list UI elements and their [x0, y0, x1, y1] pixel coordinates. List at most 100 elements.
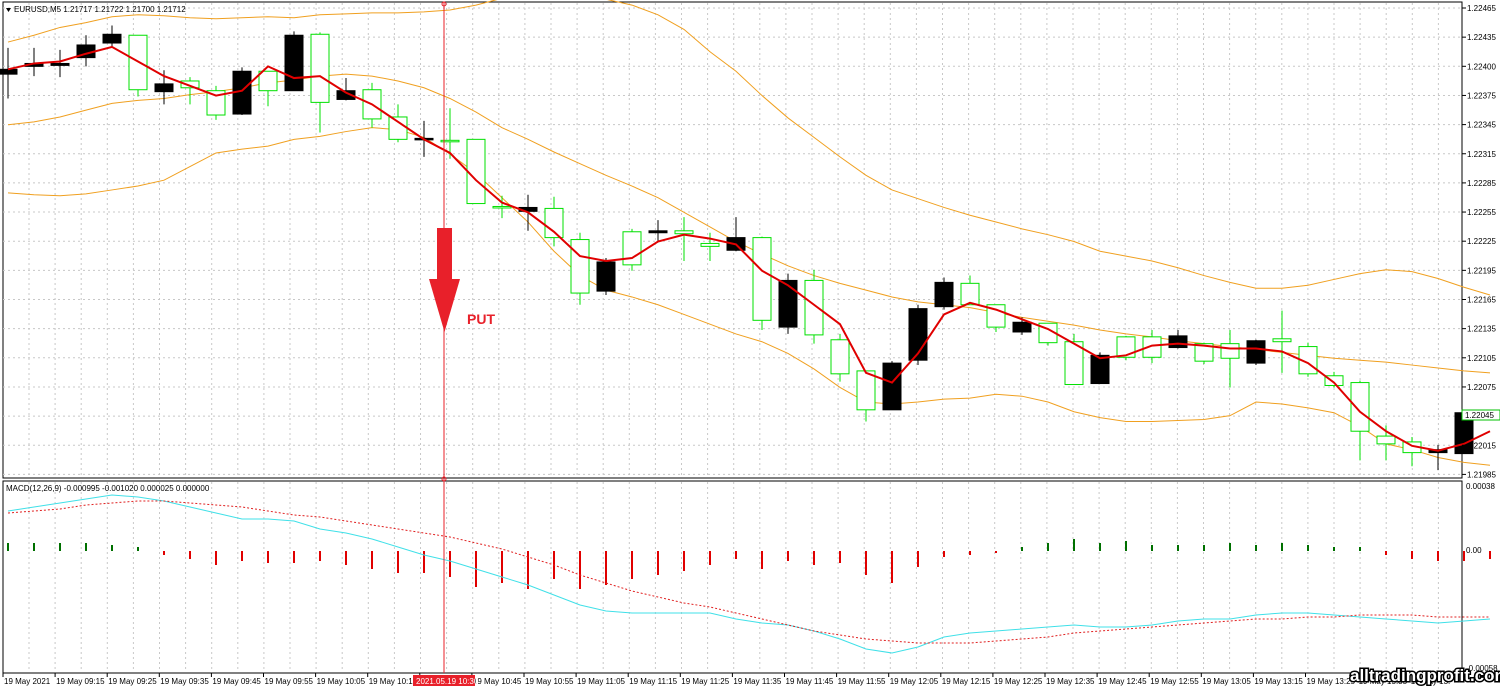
- moving-average: [7, 45, 1491, 452]
- time-label: 19 May 11:55: [838, 677, 886, 686]
- time-label: 19 May 12:55: [1150, 677, 1199, 686]
- time-label: 19 May 09:55: [265, 677, 314, 686]
- price-label: 1.22225: [1467, 237, 1496, 246]
- candle-body: [1090, 354, 1110, 385]
- price-label: 1.22015: [1467, 441, 1496, 450]
- candle-body: [1272, 338, 1292, 343]
- candle-body: [804, 279, 824, 336]
- candle-body: [492, 205, 512, 209]
- candle-body: [596, 261, 616, 292]
- candle-body: [1324, 375, 1344, 386]
- candle-body: [570, 239, 590, 294]
- candle-body: [544, 207, 564, 239]
- time-label: 19 May 10:45: [473, 677, 522, 686]
- candle-body: [648, 230, 668, 234]
- time-label: 19 May 10:55: [525, 677, 574, 686]
- macd-lines: [7, 494, 1491, 654]
- candle-body: [388, 116, 408, 140]
- time-label: 19 May 11:15: [629, 677, 677, 686]
- main-panel-title: EURUSD,M5 1.21717 1.21722 1.21700 1.2171…: [14, 5, 186, 14]
- macd-axis-top: 0.00038: [1466, 482, 1495, 491]
- candle-body: [1220, 343, 1240, 359]
- time-label: 19 May 2021: [4, 677, 51, 686]
- macd-signal-line: [7, 500, 1490, 644]
- price-label: 1.22255: [1467, 208, 1496, 217]
- watermark-text: alltradingprofit.com: [1350, 666, 1500, 685]
- candle-body: [1350, 382, 1370, 432]
- symbol-menu-icon[interactable]: [6, 8, 11, 12]
- time-label: 19 May 11:05: [577, 677, 625, 686]
- time-label: 19 May 12:05: [890, 677, 939, 686]
- candle-body: [1116, 336, 1136, 358]
- candle-body: [102, 33, 122, 44]
- time-label: 19 May 10:15: [369, 677, 418, 686]
- candle-body: [778, 279, 798, 328]
- price-label: 1.22165: [1467, 296, 1496, 305]
- candle-body: [154, 83, 174, 93]
- time-label: 19 May 12:45: [1098, 677, 1147, 686]
- price-label: 1.22075: [1467, 383, 1496, 392]
- svg-text:1.22045: 1.22045: [1465, 411, 1494, 420]
- candle-body: [206, 90, 226, 116]
- candle-body: [466, 138, 486, 205]
- price-label: 1.22285: [1467, 179, 1496, 188]
- macd-grid: [28, 482, 1439, 672]
- price-label: 1.22105: [1467, 354, 1496, 363]
- time-label: 19 May 09:35: [160, 677, 209, 686]
- current-price-tag: 1.22045: [1461, 409, 1500, 421]
- candle-body: [1142, 336, 1162, 358]
- time-label: 19 May 12:15: [942, 677, 991, 686]
- candle-body: [1064, 341, 1084, 386]
- time-label: 19 May 12:35: [1046, 677, 1095, 686]
- candle-body: [830, 339, 850, 375]
- candle-body: [310, 33, 330, 103]
- candle-body: [1168, 335, 1188, 349]
- lower-band-line: [7, 127, 1491, 466]
- candle-body: [1376, 435, 1396, 445]
- time-label: 19 May 12:25: [994, 677, 1043, 686]
- price-axis: 1.22465 1.22435 1.22400 1.22375 1.22345 1.223…: [1462, 4, 1496, 479]
- macd-axis-zero: 0.00: [1466, 546, 1482, 555]
- candle-body: [700, 242, 720, 247]
- time-label: 19 May 13:35: [1359, 677, 1408, 686]
- put-signal-label: PUT: [467, 311, 495, 327]
- candle-body: [1012, 321, 1032, 333]
- svg-text:2021.05.19 10:30: 2021.05.19 10:30: [416, 677, 479, 686]
- candle-body: [856, 370, 876, 411]
- time-label: 19 May 09:25: [108, 677, 157, 686]
- put-arrow-icon: [429, 228, 460, 332]
- time-label: 19 May 13:25: [1307, 677, 1356, 686]
- price-label: 1.22315: [1467, 150, 1496, 159]
- time-label: 19 May 11:45: [786, 677, 834, 686]
- crosshair-marker-top: [441, 1, 447, 7]
- candle-body: [440, 139, 460, 143]
- candle-body: [284, 34, 304, 92]
- candle-body: [258, 70, 278, 92]
- ma-line: [7, 45, 1491, 452]
- candle-body: [50, 62, 70, 66]
- macd-panel-frame: [2, 480, 1463, 674]
- time-label: 19 May 09:45: [212, 677, 261, 686]
- candle-body: [622, 231, 642, 266]
- candle-body: [752, 237, 772, 321]
- candle-body: [1246, 340, 1266, 364]
- time-label: 19 May 11:35: [733, 677, 781, 686]
- time-label: 19 May 13:: [1411, 677, 1451, 686]
- candle-body: [934, 281, 954, 308]
- price-label: 1.22345: [1467, 121, 1496, 130]
- time-label: 19 May 13:15: [1254, 677, 1303, 686]
- main-grid: [3, 3, 1461, 477]
- price-label: 1.22135: [1467, 325, 1496, 334]
- time-label: 19 May 13:05: [1202, 677, 1251, 686]
- time-label: 19 May 11:25: [681, 677, 729, 686]
- price-label: 1.22375: [1467, 91, 1496, 100]
- crosshair-time-tag: 2021.05.19 10:30: [413, 675, 479, 686]
- crosshair-marker-bottom: [441, 476, 447, 482]
- price-label: 1.22400: [1467, 62, 1496, 71]
- price-label: 1.21985: [1467, 470, 1496, 479]
- price-label: 1.22195: [1467, 266, 1496, 275]
- candle-body: [882, 362, 902, 411]
- macd-main-line: [7, 494, 1491, 654]
- price-label: 1.22465: [1467, 4, 1496, 13]
